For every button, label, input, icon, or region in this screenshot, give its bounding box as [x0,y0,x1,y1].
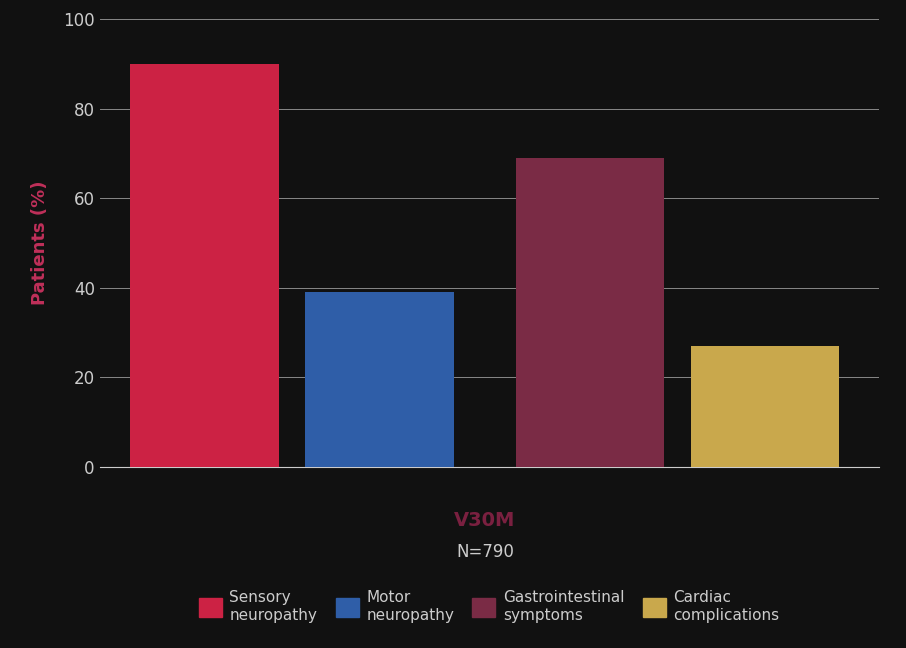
Text: N=790: N=790 [456,542,514,561]
Bar [516,158,664,467]
Bar [305,292,454,467]
Bar [690,346,840,467]
Legend: Sensory
neuropathy, Motor
neuropathy, Gastrointestinal
symptoms, Cardiac
complic: Sensory neuropathy, Motor neuropathy, Ga… [193,584,786,629]
Y-axis label: Patients (%): Patients (%) [32,181,49,305]
Text: V30M: V30M [454,511,516,530]
Bar [130,64,279,467]
